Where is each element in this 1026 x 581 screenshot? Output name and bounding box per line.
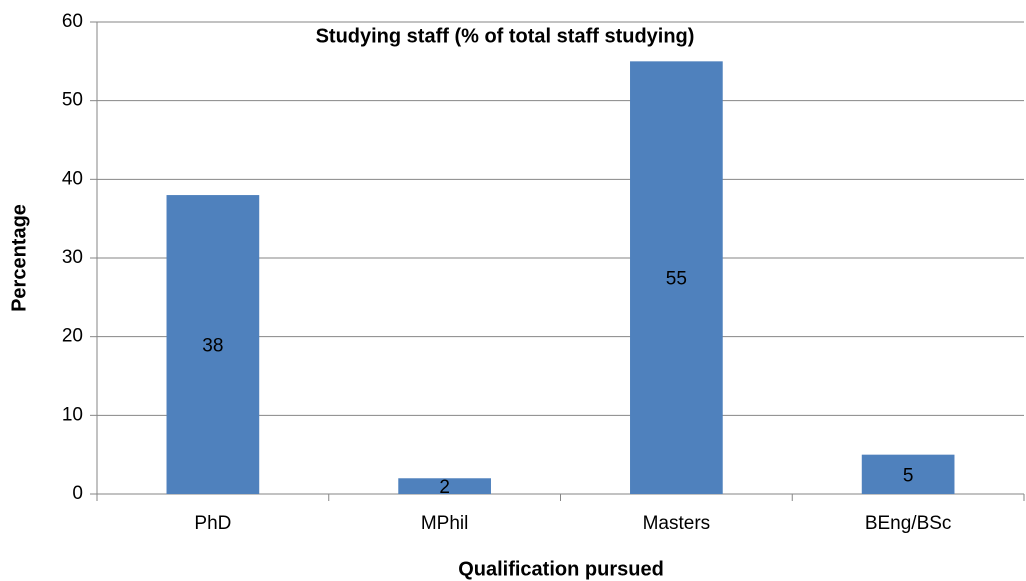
data-label: 5 — [903, 465, 914, 486]
y-axis-label: Percentage — [8, 204, 30, 312]
bar — [166, 195, 260, 495]
y-tick-label: 40 — [62, 168, 83, 189]
x-tick-label: Masters — [643, 513, 711, 534]
bar — [630, 61, 723, 494]
data-label: 2 — [439, 477, 450, 498]
bar — [398, 478, 491, 494]
y-tick-label: 20 — [62, 326, 83, 347]
bar — [861, 454, 955, 494]
data-label: 38 — [202, 336, 223, 357]
y-tick-label: 50 — [62, 90, 83, 111]
chart-title: Studying staff (% of total staff studyin… — [316, 25, 695, 47]
data-label: 55 — [666, 269, 687, 290]
x-tick-label: PhD — [194, 513, 231, 534]
y-tick-label: 10 — [62, 404, 83, 425]
x-axis-label: Qualification pursued — [458, 558, 664, 580]
x-tick-label: MPhil — [421, 513, 469, 534]
y-tick-label: 30 — [62, 247, 83, 268]
y-tick-label: 0 — [72, 483, 83, 504]
y-tick-label: 60 — [62, 11, 83, 32]
x-tick-label: BEng/BSc — [865, 513, 952, 534]
